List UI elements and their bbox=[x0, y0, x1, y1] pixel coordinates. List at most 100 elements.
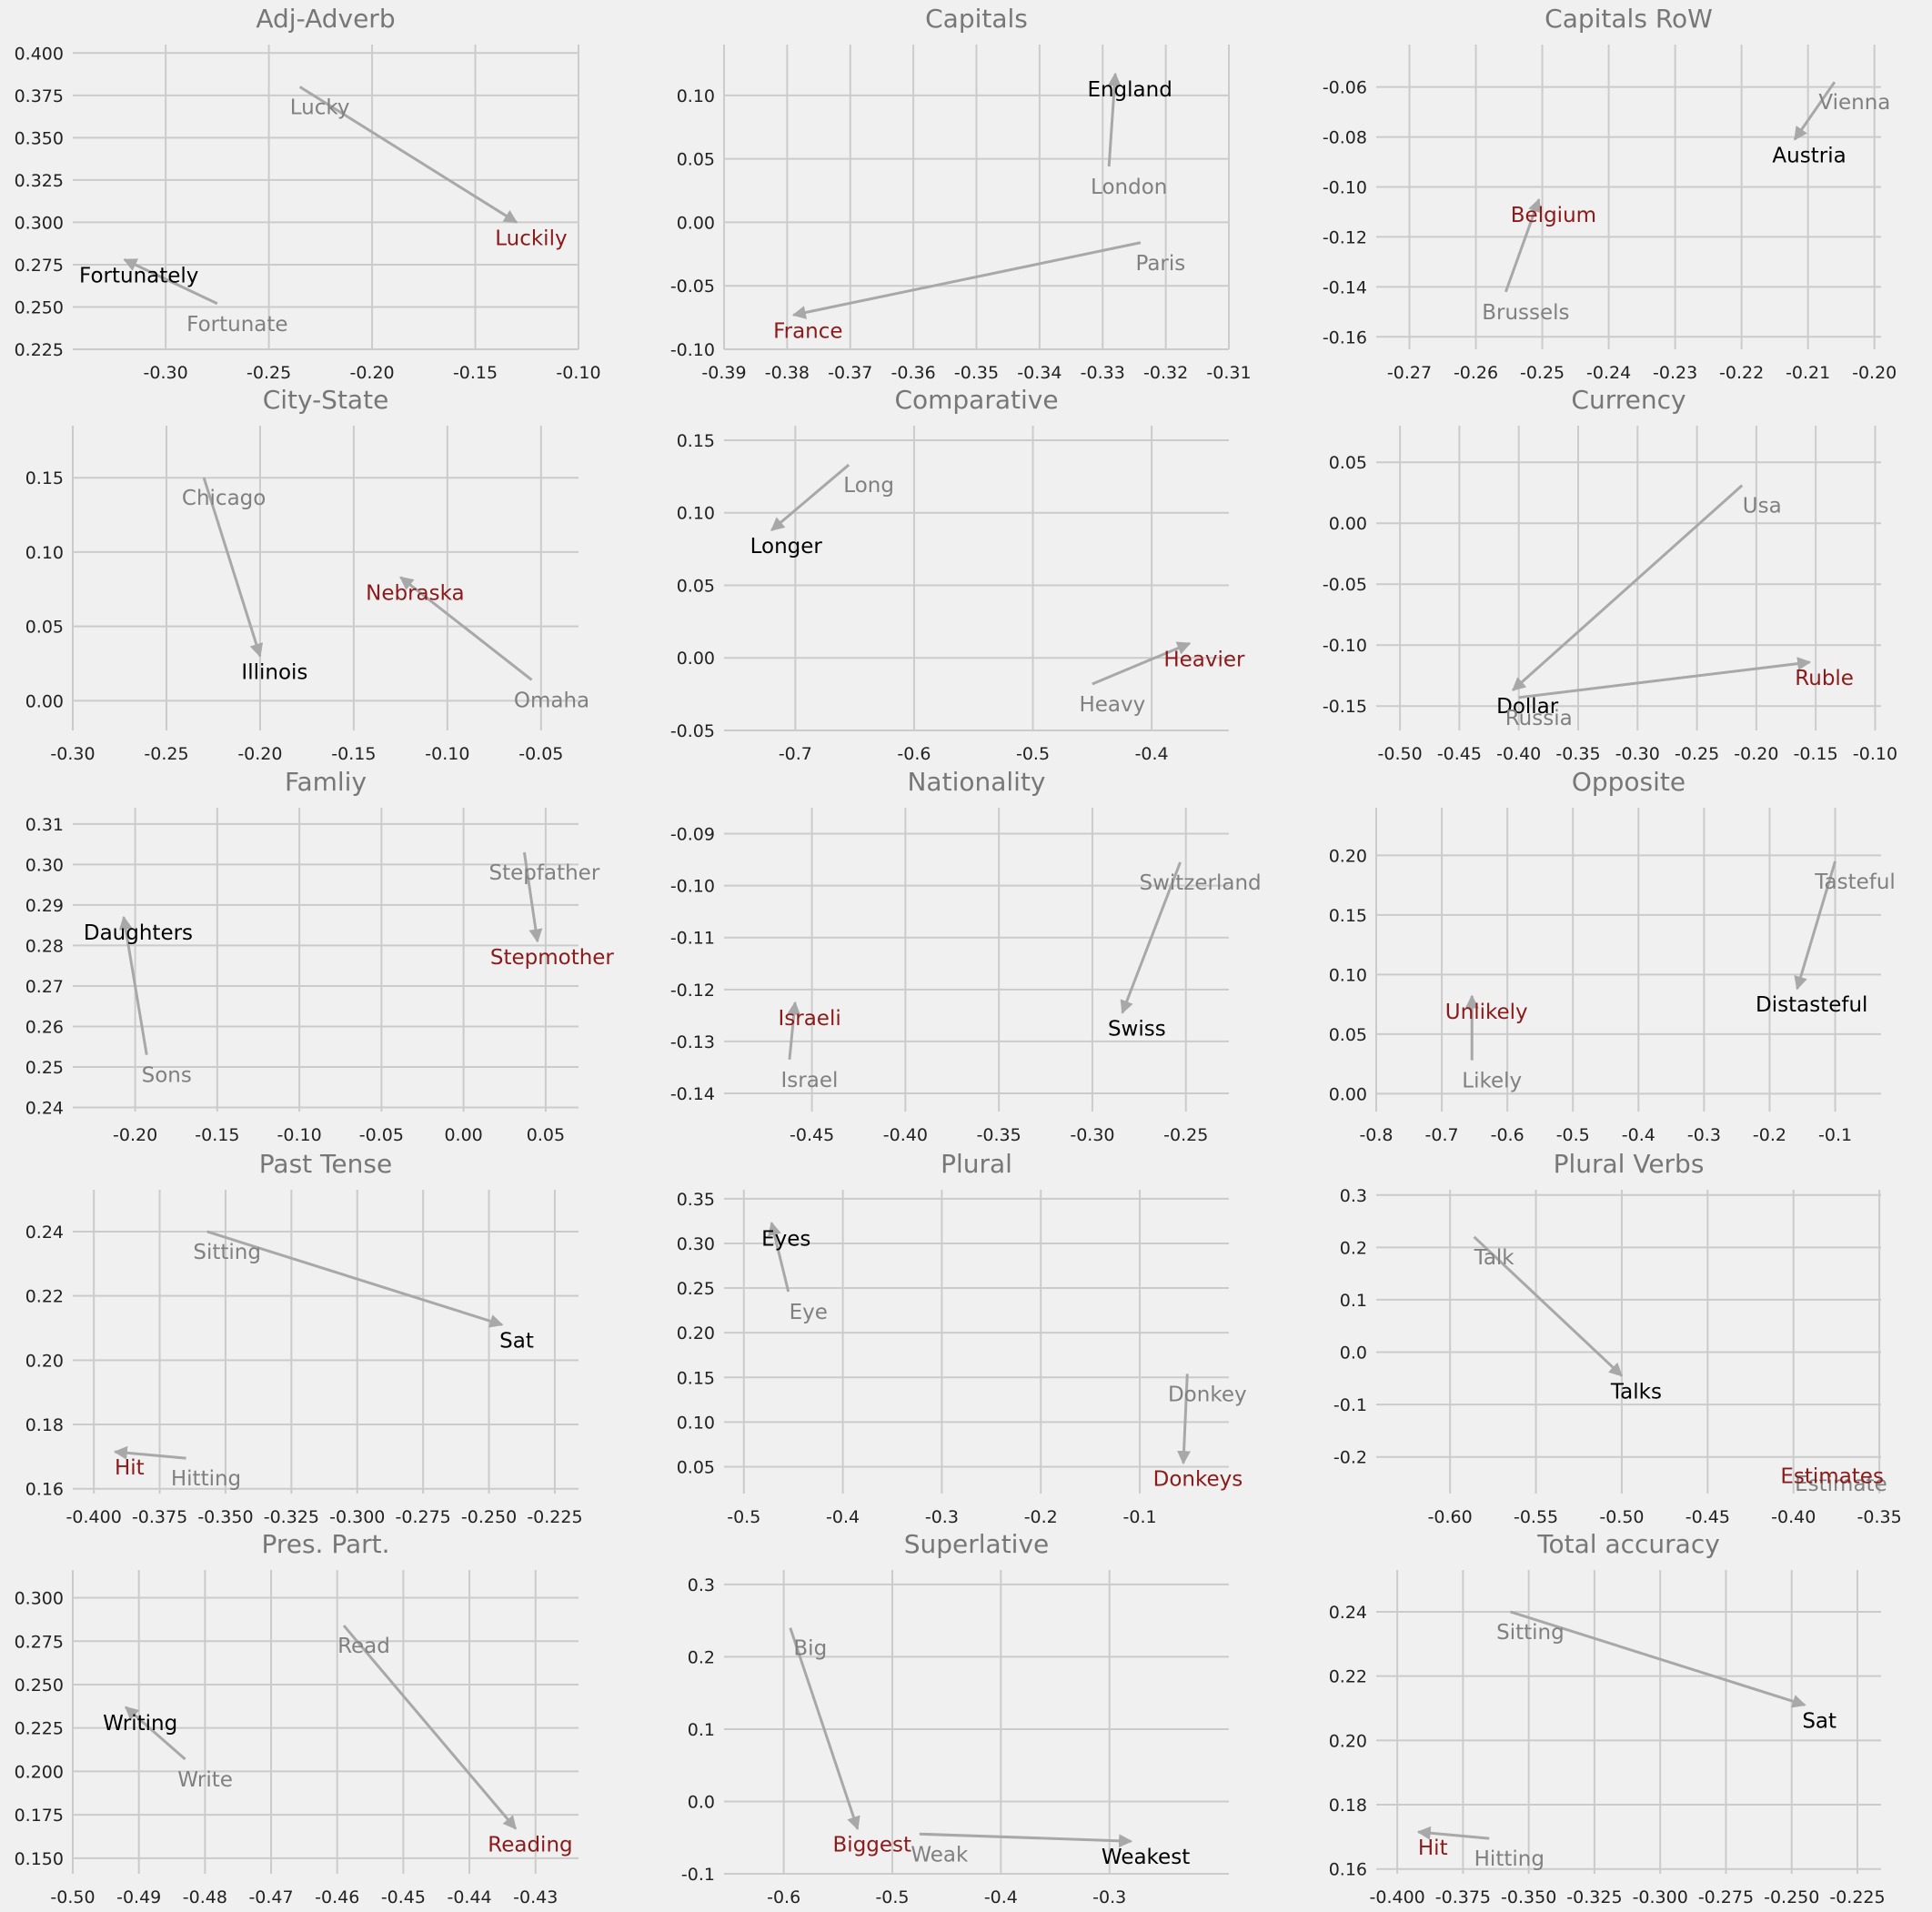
target-word-label: Longer bbox=[750, 535, 823, 559]
x-tick-label: -0.50 bbox=[1599, 1507, 1644, 1527]
x-tick-label: -0.46 bbox=[315, 1887, 359, 1907]
x-tick-label: -0.8 bbox=[1359, 1125, 1393, 1145]
source-word-label: Stepfather bbox=[489, 861, 600, 885]
subplot-7: -0.45 -0.40 -0.35 -0.30 -0.25 -0.14 -0.13 -0.12… bbox=[670, 767, 1262, 1145]
analogy-arrow bbox=[768, 1221, 790, 1293]
target-word-label: Donkeys bbox=[1153, 1468, 1243, 1492]
x-tick-label: -0.15 bbox=[1794, 744, 1838, 764]
x-tick-label: -0.15 bbox=[453, 363, 498, 383]
y-tick-label: 0.31 bbox=[25, 815, 64, 835]
subplot-title: Plural Verbs bbox=[1554, 1149, 1705, 1179]
analogy-arrow bbox=[1793, 81, 1836, 141]
source-word-label: Sons bbox=[142, 1064, 192, 1088]
x-tick-label: -0.6 bbox=[1491, 1125, 1524, 1145]
source-word-label: Write bbox=[177, 1768, 233, 1792]
y-tick-label: -0.1 bbox=[681, 1865, 715, 1885]
x-tick-label: -0.6 bbox=[767, 1887, 800, 1907]
source-word-label: Hitting bbox=[171, 1467, 241, 1491]
y-tick-label: 0.10 bbox=[677, 86, 715, 106]
y-tick-label: -0.05 bbox=[670, 721, 715, 741]
x-tick-label: -0.40 bbox=[883, 1125, 928, 1145]
y-tick-label: 0.25 bbox=[25, 1058, 64, 1078]
analogy-arrow bbox=[789, 1627, 860, 1831]
y-tick-label: 0.300 bbox=[15, 1589, 64, 1609]
target-word-label: Heavier bbox=[1163, 648, 1245, 671]
x-tick-label: -0.20 bbox=[113, 1125, 157, 1145]
y-tick-label: -0.14 bbox=[670, 1084, 715, 1104]
y-tick-label: 0.10 bbox=[677, 1413, 715, 1433]
subplot-title: City-State bbox=[263, 385, 389, 415]
y-tick-label: -0.09 bbox=[670, 825, 715, 845]
x-tick-label: -0.7 bbox=[1425, 1125, 1459, 1145]
x-tick-label: -0.55 bbox=[1514, 1507, 1558, 1527]
x-tick-label: -0.50 bbox=[50, 1887, 95, 1907]
y-tick-label: -0.10 bbox=[1323, 636, 1367, 656]
y-tick-label: 0.2 bbox=[688, 1647, 715, 1667]
x-tick-label: -0.5 bbox=[1556, 1125, 1590, 1145]
source-word-label: Long bbox=[843, 474, 894, 498]
analogy-arrow bbox=[1107, 72, 1122, 167]
y-tick-label: 0.00 bbox=[1329, 514, 1367, 534]
x-tick-label: -0.400 bbox=[66, 1507, 122, 1527]
source-word-label: Fortunate bbox=[186, 313, 287, 337]
y-tick-label: 0.05 bbox=[677, 1458, 715, 1478]
x-tick-label: -0.37 bbox=[828, 363, 872, 383]
source-word-label: Sitting bbox=[1496, 1621, 1565, 1645]
source-word-label: Omaha bbox=[514, 689, 589, 712]
x-tick-label: -0.43 bbox=[513, 1887, 558, 1907]
x-tick-label: -0.10 bbox=[425, 744, 469, 764]
y-tick-label: 0.3 bbox=[688, 1575, 715, 1595]
y-tick-label: 0.400 bbox=[15, 44, 64, 64]
x-tick-label: -0.25 bbox=[247, 363, 291, 383]
source-word-label: Weak bbox=[911, 1843, 969, 1867]
source-word-label: Read bbox=[337, 1635, 390, 1658]
source-word-label: Switzerland bbox=[1139, 871, 1261, 895]
x-tick-label: -0.10 bbox=[277, 1125, 322, 1145]
y-tick-label: 0.28 bbox=[25, 936, 64, 956]
y-tick-label: -0.14 bbox=[1323, 277, 1367, 297]
x-tick-label: -0.47 bbox=[248, 1887, 293, 1907]
subplot-1: -0.39 -0.38 -0.37 -0.36 -0.35 -0.34 -0.33 -0.32… bbox=[670, 4, 1252, 383]
y-tick-label: 0.250 bbox=[15, 297, 64, 317]
y-tick-label: 0.15 bbox=[25, 468, 64, 488]
x-tick-label: -0.325 bbox=[264, 1507, 319, 1527]
y-tick-label: -0.16 bbox=[1323, 327, 1367, 347]
y-tick-label: 0.05 bbox=[1329, 453, 1367, 473]
x-tick-label: -0.1 bbox=[1818, 1125, 1852, 1145]
x-tick-label: -0.40 bbox=[1496, 744, 1541, 764]
subplot-title: Capitals bbox=[925, 4, 1028, 34]
y-tick-label: 0.00 bbox=[25, 691, 64, 711]
analogy-arrow bbox=[1504, 197, 1542, 293]
x-tick-label: -0.49 bbox=[116, 1887, 161, 1907]
x-tick-label: 0.00 bbox=[444, 1125, 482, 1145]
x-tick-label: -0.5 bbox=[875, 1887, 909, 1907]
x-tick-label: -0.350 bbox=[197, 1507, 253, 1527]
x-tick-label: -0.45 bbox=[381, 1887, 426, 1907]
target-word-label: Illinois bbox=[241, 660, 307, 684]
source-word-label: Heavy bbox=[1079, 693, 1145, 717]
x-tick-label: -0.4 bbox=[1622, 1125, 1655, 1145]
source-word-label: Big bbox=[793, 1637, 827, 1661]
source-word-label: Lucky bbox=[290, 96, 350, 120]
x-tick-label: -0.15 bbox=[195, 1125, 239, 1145]
y-tick-label: -0.1 bbox=[1333, 1395, 1367, 1415]
y-tick-label: 0.20 bbox=[677, 1323, 715, 1343]
x-tick-label: -0.275 bbox=[396, 1507, 451, 1527]
source-word-label: Donkey bbox=[1168, 1383, 1247, 1406]
y-tick-label: 0.22 bbox=[1329, 1667, 1367, 1687]
x-tick-label: -0.05 bbox=[518, 744, 563, 764]
x-tick-label: -0.05 bbox=[359, 1125, 404, 1145]
source-word-label: Chicago bbox=[182, 487, 266, 510]
subplot-4: -0.7 -0.6 -0.5 -0.4 -0.05 0.00 0.05 0.10 0.15 Com… bbox=[670, 385, 1245, 764]
x-tick-label: -0.375 bbox=[1435, 1887, 1491, 1907]
y-tick-label: 0.10 bbox=[25, 543, 64, 563]
target-word-label: France bbox=[773, 319, 842, 343]
x-tick-label: -0.38 bbox=[765, 363, 810, 383]
subplot-12: -0.50 -0.49 -0.48 -0.47 -0.46 -0.45 -0.44 -0.43… bbox=[15, 1529, 579, 1907]
x-tick-label: -0.31 bbox=[1206, 363, 1251, 383]
analogy-arrow bbox=[1120, 861, 1182, 1014]
x-tick-label: -0.22 bbox=[1719, 363, 1764, 383]
source-word-label: Vienna bbox=[1818, 91, 1890, 115]
analogy-arrow bbox=[123, 258, 218, 306]
target-word-label: Unlikely bbox=[1445, 1001, 1528, 1024]
